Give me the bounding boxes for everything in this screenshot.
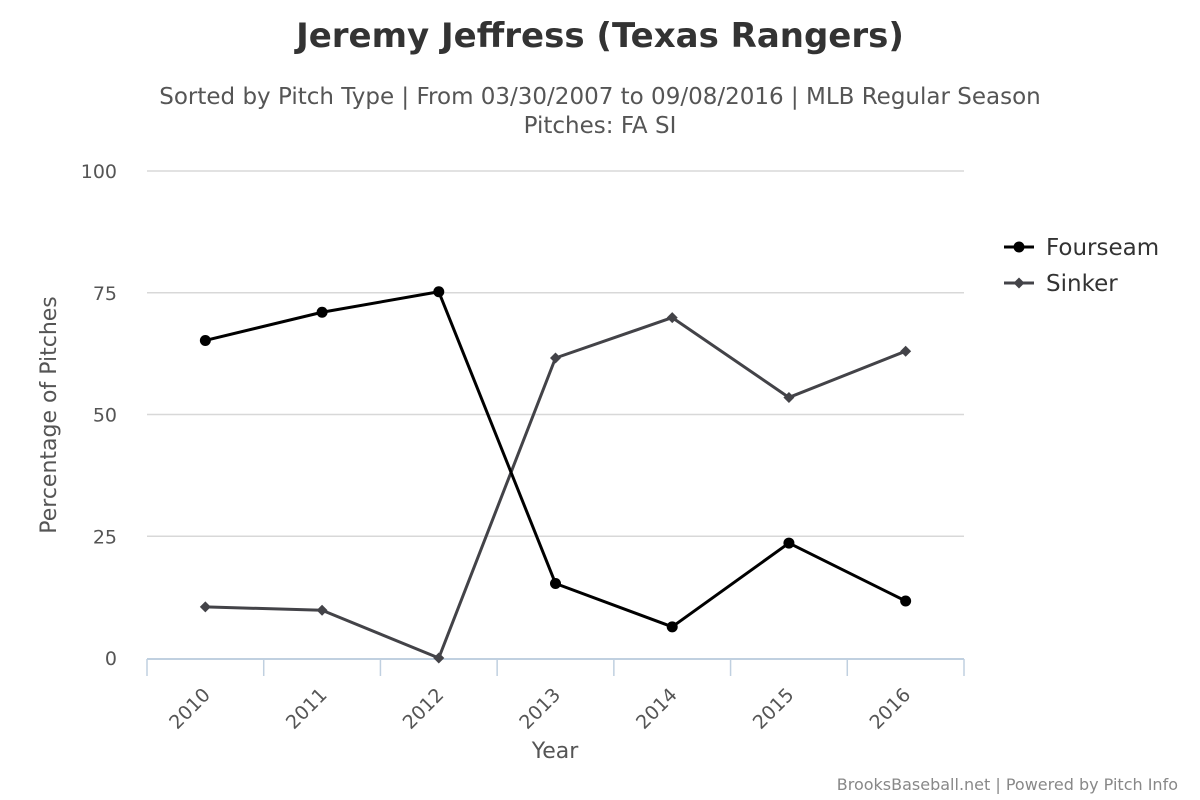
x-tick-label: 2013 — [515, 684, 565, 734]
chart-title: Jeremy Jeffress (Texas Rangers) — [294, 16, 904, 56]
data-point-sinker — [900, 345, 912, 357]
x-tick-label: 2016 — [865, 684, 915, 734]
chart-subtitle-line1: Sorted by Pitch Type | From 03/30/2007 t… — [159, 84, 1041, 110]
series-line-sinker — [203, 316, 908, 660]
legend-item-fourseam: Fourseam — [1004, 235, 1159, 261]
series-layer — [199, 286, 912, 664]
x-tick-label: 2011 — [282, 684, 332, 734]
x-tick-label: 2012 — [399, 684, 449, 734]
y-tick-label: 25 — [93, 526, 117, 548]
legend-marker — [1013, 277, 1025, 289]
x-tick-label: 2010 — [165, 684, 215, 734]
data-point-fourseam — [900, 595, 912, 607]
series-sinker — [199, 312, 912, 664]
legend-item-sinker: Sinker — [1004, 271, 1118, 297]
data-point-sinker — [550, 352, 561, 364]
y-tick-label: 75 — [93, 283, 117, 305]
data-point-sinker — [783, 391, 795, 403]
x-tick-label: 2014 — [632, 684, 682, 734]
y-tick-label: 50 — [93, 405, 117, 427]
y-tick-label: 100 — [81, 161, 117, 183]
x-axis: 2010 2011 2012 2013 2014 2015 2016 — [146, 658, 965, 734]
legend-marker — [1013, 241, 1025, 253]
data-point-fourseam — [433, 286, 445, 298]
data-point-fourseam — [666, 621, 678, 633]
legend-label: Fourseam — [1046, 235, 1159, 261]
gridlines — [147, 170, 964, 537]
chart-credits: BrooksBaseball.net | Powered by Pitch In… — [837, 775, 1178, 794]
data-point-sinker — [433, 652, 445, 664]
series-fourseam — [199, 286, 912, 633]
x-axis-title: Year — [531, 739, 580, 764]
data-point-sinker — [666, 312, 678, 324]
data-point-fourseam — [783, 537, 795, 549]
data-point-fourseam — [550, 577, 561, 589]
x-tick-label: 2015 — [749, 684, 799, 734]
data-point-sinker — [199, 601, 211, 613]
y-axis-ticks: 0 25 50 75 100 — [81, 161, 117, 670]
y-axis-title: Percentage of Pitches — [37, 296, 62, 534]
y-tick-label: 0 — [105, 648, 117, 670]
legend: Fourseam Sinker — [1004, 235, 1159, 297]
chart-subtitle-line2: Pitches: FA SI — [524, 113, 677, 139]
series-line-fourseam — [203, 290, 908, 629]
data-point-fourseam — [199, 334, 211, 346]
data-point-sinker — [316, 604, 328, 616]
legend-label: Sinker — [1046, 271, 1118, 297]
data-point-fourseam — [316, 306, 328, 318]
